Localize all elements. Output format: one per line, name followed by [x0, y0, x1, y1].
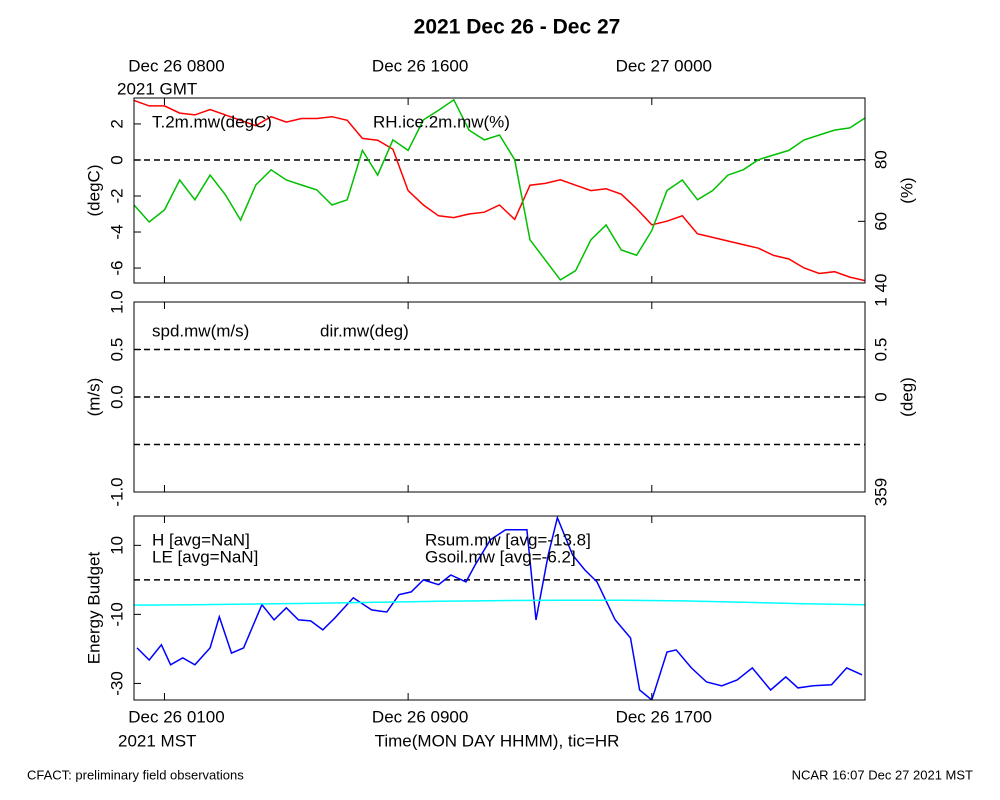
y2-tick-label: 359	[871, 478, 890, 506]
y-tick-label: -4	[107, 224, 126, 239]
x-tick-label: Dec 26 0100	[128, 707, 224, 726]
y-tick-label: 0	[107, 155, 126, 164]
y2-tick-label: 1	[871, 297, 890, 306]
y2-tick-label: 0.5	[871, 338, 890, 362]
top-x-tick-label: Dec 27 0000	[616, 56, 712, 75]
legend-label: LE [avg=NaN]	[152, 547, 258, 566]
y-tick-label: 2	[107, 119, 126, 128]
panel-frame	[133, 515, 866, 701]
y2-axis-title: (%)	[897, 177, 916, 203]
x-axis-title: Time(MON DAY HHMM), tic=HR	[375, 731, 620, 750]
x-tick-label: Dec 26 1700	[616, 707, 712, 726]
y-tick-label: 1.0	[107, 290, 126, 314]
legend-label: Rsum.mw [avg=-13.8]	[425, 530, 591, 549]
series-line	[136, 516, 863, 700]
y-tick-label: 10	[107, 536, 126, 555]
y-axis-title: (m/s)	[84, 378, 103, 417]
y-tick-label: -10	[107, 602, 126, 627]
x-note: 2021 MST	[118, 731, 196, 750]
footer-left: CFACT: preliminary field observations	[27, 767, 244, 782]
y-tick-label: 0.0	[107, 385, 126, 409]
y2-axis-title: (deg)	[897, 377, 916, 417]
y-tick-label: -2	[107, 188, 126, 203]
y-tick-label: 0.5	[107, 338, 126, 362]
y2-tick-label: 60	[871, 212, 890, 231]
series-line	[134, 599, 865, 606]
x-tick-label: Dec 26 0900	[372, 707, 468, 726]
panel-frame	[133, 97, 866, 284]
legend-label: H [avg=NaN]	[152, 530, 250, 549]
legend-label: spd.mw(m/s)	[152, 321, 249, 340]
legend-label: dir.mw(deg)	[320, 321, 409, 340]
y-axis-title: Energy Budget	[84, 551, 103, 664]
y2-tick-label: 80	[871, 150, 890, 169]
series-line	[134, 99, 865, 282]
top-x-note: 2021 GMT	[117, 79, 197, 98]
chart-title: 2021 Dec 26 - Dec 27	[414, 16, 621, 39]
footer-right: NCAR 16:07 Dec 27 2021 MST	[792, 767, 973, 782]
y2-tick-label: 40	[871, 274, 890, 293]
legend-label: Gsoil.mw [avg=-6.2]	[425, 547, 576, 566]
series-line	[134, 98, 865, 281]
y-tick-label: -1.0	[107, 477, 126, 506]
y-axis-title: (degC)	[84, 165, 103, 217]
y-tick-label: -6	[107, 260, 126, 275]
top-x-tick-label: Dec 26 0800	[128, 56, 224, 75]
legend-label: T.2m.mw(degC)	[152, 112, 272, 131]
legend-label: RH.ice.2m.mw(%)	[373, 112, 510, 131]
y-tick-label: -30	[107, 671, 126, 696]
y2-tick-label: 0	[871, 392, 890, 401]
top-x-tick-label: Dec 26 1600	[372, 56, 468, 75]
